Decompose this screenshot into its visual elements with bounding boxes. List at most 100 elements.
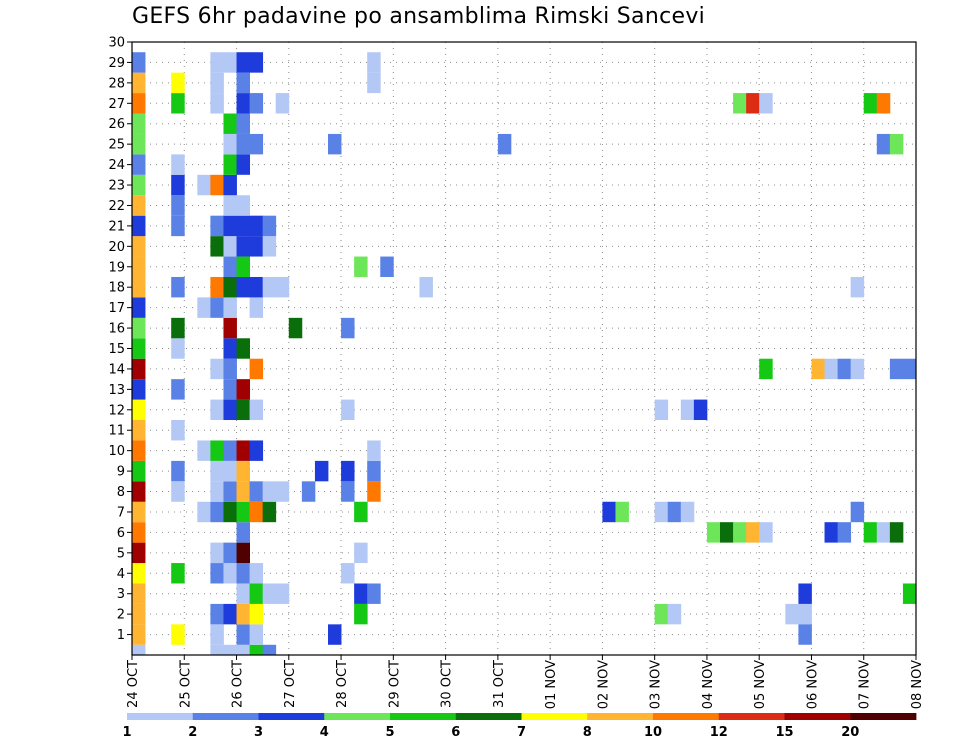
precip-cell	[354, 256, 368, 277]
x-tick-label: 28 OCT	[335, 660, 350, 708]
precip-cell	[262, 644, 277, 655]
colorbar-swatch	[521, 713, 588, 720]
precip-cell	[314, 460, 329, 482]
y-tick-label: 16	[108, 322, 125, 337]
colorbar-swatch	[784, 713, 851, 720]
precip-cell	[236, 603, 250, 625]
precip-cell	[132, 133, 146, 155]
precip-cell	[249, 215, 264, 237]
colorbar-swatch	[127, 713, 194, 720]
precip-cell	[785, 603, 799, 625]
precip-cell	[249, 563, 264, 584]
y-tick-label: 2	[117, 608, 125, 623]
precip-cell	[223, 379, 237, 400]
precip-cell	[863, 93, 878, 114]
precip-cell	[262, 276, 277, 298]
precip-cell	[680, 399, 695, 421]
precip-cell	[275, 481, 290, 502]
precip-cell	[889, 358, 904, 380]
precip-cell	[132, 481, 146, 502]
precip-cell	[733, 522, 747, 543]
x-tick-label: 29 OCT	[387, 660, 402, 708]
x-tick-label: 03 NOV	[649, 660, 664, 709]
y-tick-label: 18	[108, 281, 125, 296]
precip-cell	[354, 501, 368, 523]
precip-cell	[223, 399, 237, 421]
precip-cell	[171, 215, 185, 237]
colorbar-swatch	[587, 713, 654, 720]
precip-cell	[328, 624, 342, 645]
precip-cell	[367, 72, 381, 94]
precip-cell	[249, 276, 264, 298]
precip-cell	[354, 583, 368, 604]
precip-cell	[249, 624, 264, 645]
precip-cell	[667, 501, 682, 523]
precip-cell	[667, 603, 682, 625]
precip-cell	[249, 644, 264, 655]
precip-cell	[759, 358, 773, 380]
precip-cell	[288, 317, 303, 339]
precip-cell	[223, 644, 237, 655]
precip-cell	[236, 52, 250, 73]
precip-cell	[210, 460, 224, 482]
precip-cell	[236, 72, 250, 94]
y-tick-label: 7	[117, 505, 125, 520]
precip-cell	[341, 399, 355, 421]
y-tick-label: 5	[117, 546, 125, 561]
precip-cell	[341, 460, 355, 482]
y-tick-label: 14	[108, 362, 125, 377]
precip-cell	[210, 236, 224, 257]
precip-cell	[223, 338, 237, 359]
precip-cell	[171, 154, 185, 175]
precip-cell	[171, 317, 185, 339]
x-tick-label: 06 NOV	[805, 660, 820, 709]
precip-cell	[210, 174, 224, 196]
precip-cell	[236, 440, 250, 461]
precip-cell	[132, 358, 146, 380]
precip-cell	[720, 522, 734, 543]
precip-cell	[171, 624, 185, 645]
x-tick-label: 30 OCT	[440, 660, 455, 708]
precip-cell	[798, 583, 812, 604]
precip-cell	[367, 460, 381, 482]
precip-cell	[262, 236, 277, 257]
precip-cell	[824, 358, 838, 380]
precip-cell	[354, 542, 368, 564]
precip-cell	[850, 501, 865, 523]
precip-cell	[223, 358, 237, 380]
precip-cell	[236, 154, 250, 175]
precip-cell	[223, 317, 237, 339]
precip-cell	[171, 460, 185, 482]
precip-cell	[223, 563, 237, 584]
precip-cell	[210, 624, 224, 645]
precip-cell	[210, 440, 224, 461]
precip-cell	[236, 522, 250, 543]
precip-cell	[210, 297, 224, 318]
precip-cell	[837, 522, 852, 543]
precip-cell	[210, 501, 224, 523]
precip-cell	[262, 501, 277, 523]
precip-cell	[419, 276, 433, 298]
y-tick-label: 25	[108, 138, 125, 153]
y-tick-label: 21	[108, 219, 125, 234]
colorbar-label: 12	[710, 725, 728, 740]
precip-cell	[132, 236, 146, 257]
precip-cell	[132, 195, 146, 216]
colorbar-label: 2	[188, 725, 197, 740]
x-tick-label: 01 NOV	[544, 660, 559, 709]
precip-cell	[759, 522, 773, 543]
colorbar-label: 8	[583, 725, 592, 740]
precip-cell	[197, 297, 211, 318]
precip-cell	[132, 317, 146, 339]
precip-cell	[301, 481, 316, 502]
precip-cell	[171, 420, 185, 441]
y-tick-label: 10	[108, 444, 125, 459]
precip-cell	[262, 481, 277, 502]
precip-cell	[249, 603, 264, 625]
y-tick-label: 9	[117, 465, 125, 480]
y-tick-label: 13	[108, 383, 125, 398]
y-tick-label: 4	[117, 567, 125, 582]
precip-cell	[132, 379, 146, 400]
precip-cell	[615, 501, 629, 523]
precip-cell	[132, 542, 146, 564]
